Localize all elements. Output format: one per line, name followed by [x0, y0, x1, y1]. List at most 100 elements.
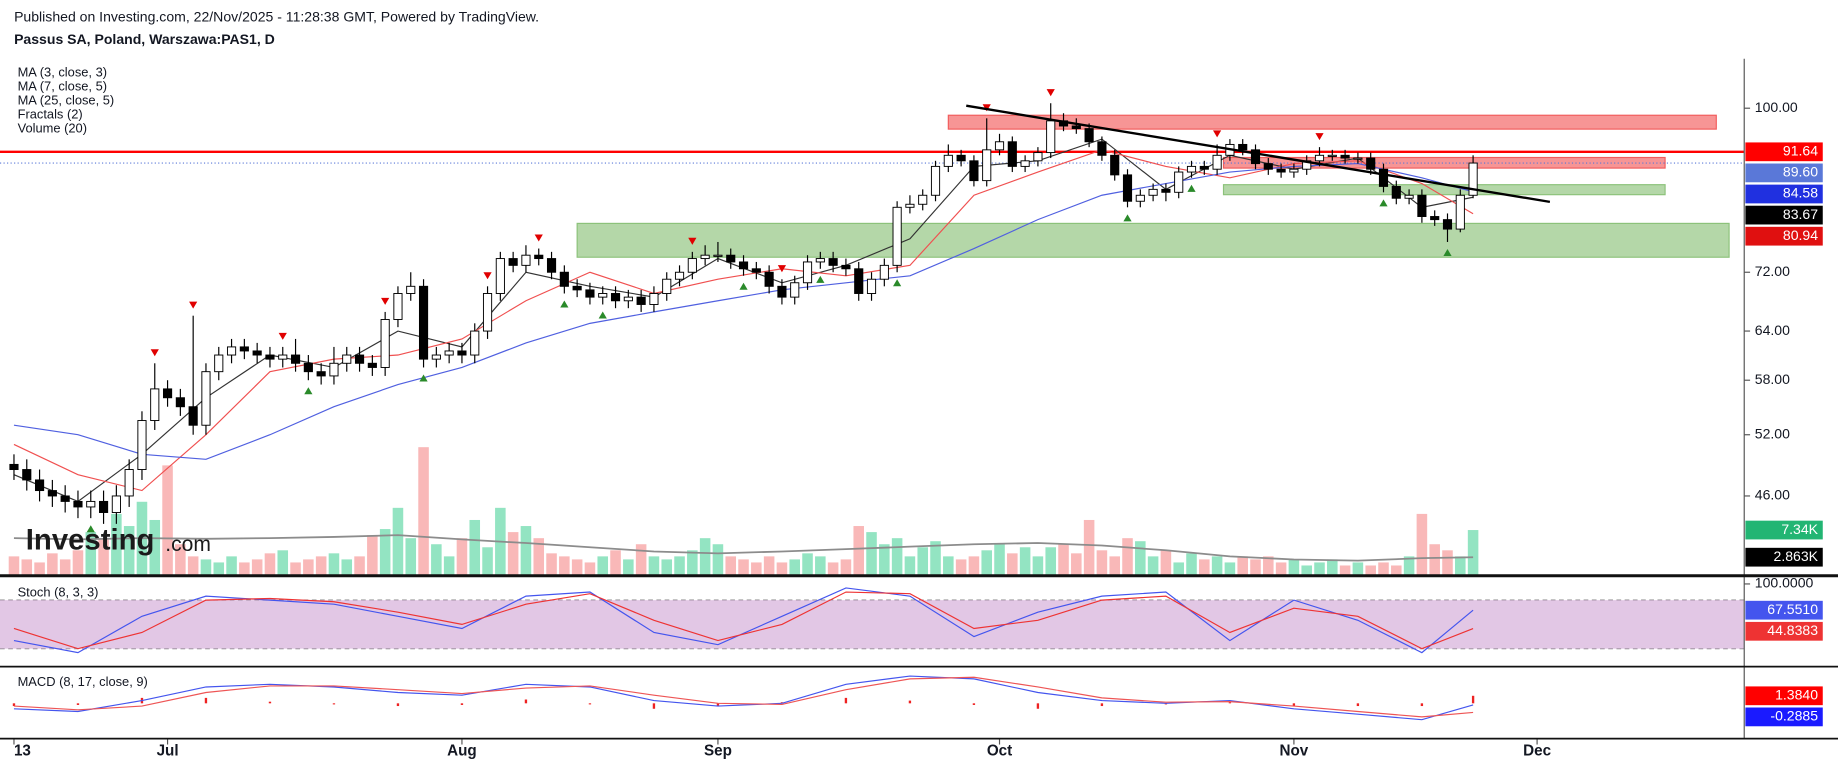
fractal-high: [1213, 130, 1222, 138]
candle-body: [290, 354, 301, 364]
volume-bar: [405, 538, 417, 575]
candle-body: [329, 362, 339, 377]
candle-body: [1391, 185, 1401, 199]
volume-bar: [1314, 562, 1325, 575]
volume-bar: [1442, 550, 1453, 575]
fractal-high: [1046, 89, 1055, 97]
value-tag: [1745, 163, 1823, 183]
macd-histogram-bar: [1036, 703, 1040, 709]
macd-histogram-bar: [972, 703, 976, 705]
candle-body: [1161, 188, 1171, 193]
symbol-title: Passus SA, Poland, Warszawa:PAS1, D: [14, 31, 275, 47]
candle-body: [1263, 163, 1273, 170]
macd-histogram-bar: [1471, 695, 1475, 704]
volume-bar: [392, 507, 404, 575]
volume-bar: [1147, 556, 1159, 575]
value-tag: [1745, 142, 1823, 162]
candle-body: [956, 154, 966, 162]
candle-body: [98, 500, 109, 513]
volume-bar: [98, 538, 109, 575]
y-tick-label: 52.00: [1755, 425, 1790, 441]
macd-histogram-bar: [460, 703, 464, 705]
candle-body: [431, 354, 441, 360]
trendline: [966, 104, 1551, 204]
fractal-low: [1187, 184, 1196, 192]
candle-body: [610, 293, 621, 302]
volume-bar: [981, 550, 992, 575]
macd-histogram-bar: [716, 703, 720, 707]
candle-body: [137, 420, 147, 471]
volume-bar: [866, 532, 877, 575]
candle-body: [1327, 154, 1337, 157]
fractal-high: [483, 272, 492, 280]
candle-body: [393, 293, 403, 320]
candle-body: [1468, 162, 1478, 196]
candle-body: [214, 354, 224, 373]
candle-body: [508, 258, 518, 266]
candle-body: [226, 346, 237, 356]
candle-body: [406, 285, 416, 294]
volume-bar: [59, 559, 71, 575]
candle-body: [636, 296, 646, 305]
candle-body: [1033, 152, 1043, 162]
volume-bar: [610, 550, 621, 575]
candle-body: [1110, 154, 1120, 176]
macd-line: [13, 676, 1474, 718]
volume-bar: [187, 556, 199, 575]
volume-bar: [1096, 550, 1108, 575]
legend-entry: Volume (20): [18, 121, 87, 136]
candle-body: [930, 165, 941, 196]
volume-bar: [443, 556, 455, 575]
volume-bar: [72, 550, 84, 575]
candle-body: [342, 354, 352, 364]
candle-body: [828, 258, 838, 266]
candle-body: [662, 278, 672, 294]
volume-bar: [789, 559, 801, 575]
macd-histogram-bar: [844, 697, 848, 704]
volume-ma: [13, 534, 1474, 562]
x-tick-label: Dec: [1523, 743, 1551, 760]
candle-body: [687, 258, 697, 273]
volume-bar: [507, 532, 519, 575]
fractal-low: [304, 387, 313, 395]
volume-bar: [776, 562, 788, 575]
candle-body: [73, 500, 83, 508]
candle-body: [598, 293, 608, 298]
volume-bar: [149, 519, 161, 575]
candle-body: [316, 371, 326, 377]
volume-bar: [315, 556, 327, 575]
fractal-low: [739, 282, 748, 290]
candle-body: [534, 254, 544, 260]
volume-bar: [879, 544, 890, 575]
value-tag: [1745, 226, 1823, 246]
volume-bar: [827, 562, 839, 575]
candle-body: [60, 495, 70, 502]
volume-bar: [303, 559, 314, 575]
y-tick-label: 100.0000: [1755, 575, 1814, 591]
volume-bar: [1429, 544, 1440, 575]
x-tick-label: Jul: [157, 743, 179, 760]
volume-bar: [213, 562, 225, 575]
volume-bar: [1045, 547, 1056, 575]
candle-body: [764, 271, 774, 287]
x-tick-label: Oct: [987, 743, 1012, 760]
volume-bar: [482, 547, 493, 575]
zone: [1222, 156, 1666, 169]
fractal-high: [982, 104, 991, 112]
volume-bar: [328, 553, 340, 575]
candle-body: [1046, 120, 1056, 154]
legend-entry: MA (3, close, 3): [18, 64, 107, 79]
plot-layer: 100.00 72.00 64.00 58.00 52.00 46.00 13 Jul Aug S…: [0, 89, 1814, 760]
volume-bar: [200, 559, 212, 575]
volume-bar: [1365, 565, 1376, 575]
watermark-brand: Investing: [26, 523, 155, 556]
zone: [947, 114, 1717, 130]
candle-body: [124, 469, 134, 497]
fractal-low: [419, 374, 428, 382]
volume-bar: [111, 513, 122, 575]
volume-bar: [1135, 541, 1146, 575]
volume-bar: [1071, 553, 1082, 575]
candle-body: [1238, 143, 1248, 151]
volume-bar: [1327, 559, 1338, 575]
stoch-line: [13, 587, 1474, 654]
